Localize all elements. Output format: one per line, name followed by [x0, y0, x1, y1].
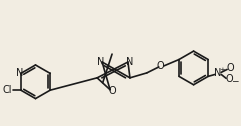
Text: O: O	[157, 61, 165, 71]
Text: N: N	[126, 57, 134, 67]
Text: O: O	[108, 86, 116, 96]
Text: N: N	[16, 68, 24, 78]
Text: −: −	[231, 76, 239, 85]
Text: +: +	[219, 67, 225, 73]
Text: O: O	[225, 74, 233, 84]
Text: O: O	[226, 63, 234, 73]
Text: N: N	[214, 68, 222, 78]
Text: Cl: Cl	[2, 85, 12, 95]
Text: N: N	[97, 57, 105, 67]
